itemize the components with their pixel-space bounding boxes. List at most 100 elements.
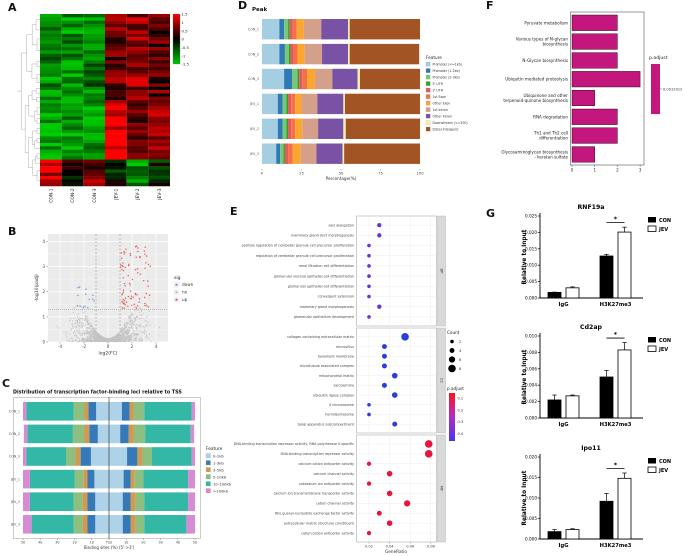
svg-text:0: 0: [107, 344, 110, 349]
svg-text:25: 25: [299, 171, 304, 176]
svg-text:1st Intron: 1st Intron: [433, 108, 448, 112]
significance-asterisk: *: [614, 461, 618, 469]
svg-text:50: 50: [339, 171, 344, 176]
tss-row-label: CON_1: [9, 410, 20, 414]
chip-chart-Ipo11: Ipo11 Relative to Input 0.000 0.005 0.010 0.0…: [522, 445, 671, 549]
svg-text:0: 0: [571, 168, 574, 173]
chip-ylabel: Relative to Input: [522, 470, 528, 525]
svg-text:0.02: 0.02: [365, 545, 373, 549]
go-dot: [401, 333, 409, 341]
go-term-label: Rho guanyl-nucleotide exchange factor ac…: [275, 511, 354, 515]
svg-text:0.020: 0.020: [525, 455, 537, 460]
svg-text:0.000: 0.000: [525, 537, 537, 542]
kegg-bar: [571, 89, 595, 106]
svg-text:2: 2: [459, 340, 461, 344]
tss-row-label: CON_2: [9, 432, 20, 436]
svg-text:0.06: 0.06: [406, 545, 415, 549]
svg-text:0.08: 0.08: [427, 545, 436, 549]
go-dot: [392, 421, 398, 427]
go-dot: [367, 284, 371, 289]
chip-group-label: H3K27me3: [600, 302, 632, 308]
go-term-label: mammary gland duct morphogenesis: [291, 234, 354, 238]
svg-text:0.006: 0.006: [525, 366, 537, 371]
go-term-label: collagen-containing extracellular matrix: [287, 335, 354, 339]
go-dot: [366, 461, 372, 466]
svg-text:0: 0: [261, 171, 264, 176]
svg-text:Other Intron: Other Intron: [433, 115, 452, 119]
svg-text:JEV: JEV: [658, 468, 668, 474]
svg-text:10: 10: [90, 541, 94, 545]
svg-text:up: up: [182, 297, 188, 302]
svg-text:1: 1: [42, 314, 45, 319]
svg-text:40: 40: [38, 541, 42, 545]
kegg-bar: [571, 71, 641, 88]
kegg-category-label: Ubiquinone and other: [524, 93, 569, 98]
kegg-category-label: terpenoid-quinone biosynthesis: [503, 98, 568, 103]
colorbar-tick: 0: [182, 37, 185, 42]
tss-xlabel: Binding sites (%) (5'->3'): [84, 545, 135, 550]
go-term-label: basement membrane: [318, 354, 354, 358]
chip-bar-JEV: [565, 395, 580, 419]
chip-bar-CON: [547, 399, 562, 419]
kegg-category-label: Pyruvate metabolism: [524, 20, 568, 25]
peak-legend: Feature Promoter (<=1kb) Promoter (1-2kb) P…: [425, 55, 468, 132]
svg-text:sig: sig: [174, 275, 181, 281]
svg-text:0.000: 0.000: [525, 296, 537, 301]
svg-text:6: 6: [459, 358, 462, 362]
panel-label-c: C: [2, 377, 11, 390]
chip-bar-CON: [599, 255, 614, 299]
svg-text:0.002: 0.002: [525, 399, 537, 404]
svg-text:p.adjust: p.adjust: [649, 55, 668, 61]
go-term-label: sarcolemma: [333, 384, 354, 388]
go-term-label: DNA-binding transcription repressor acti…: [281, 452, 355, 456]
svg-text:CON: CON: [659, 459, 671, 465]
svg-text:100: 100: [416, 171, 424, 176]
go-dot: [424, 450, 433, 458]
significance-asterisk: *: [614, 331, 618, 339]
go-term-label: ubiquitin ligase complex: [313, 393, 354, 397]
chip-ylabel: Relative to Input: [522, 349, 528, 404]
kegg-category-label: - keratan sulfate: [534, 154, 568, 159]
svg-text:0.1: 0.1: [458, 397, 464, 401]
go-term-label: glomerular epithelial cell differentiati…: [288, 285, 354, 289]
go-dot: [381, 363, 387, 369]
svg-text:down: down: [182, 282, 194, 287]
panel-c-tss: Distribution of transcription factor-bin…: [9, 390, 232, 551]
kegg-bar: [571, 52, 618, 69]
kegg-category-label: N-Glycan biosynthesis: [522, 58, 568, 63]
peak-row-label: JEV_2: [249, 127, 259, 131]
go-facet-label: BP: [439, 269, 444, 275]
svg-text:0.4: 0.4: [458, 432, 464, 436]
heatmap-column-label: CON-2: [70, 188, 76, 202]
tss-title: Distribution of transcription factor-bin…: [13, 390, 182, 396]
svg-text:2: 2: [616, 168, 619, 173]
svg-text:4: 4: [459, 349, 462, 353]
chip-bar-JEV: [565, 529, 580, 540]
volcano-ylabel: -log10(padj): [34, 274, 40, 302]
go-dot: [386, 470, 393, 477]
chip-title: Cd2ap: [580, 324, 602, 331]
kegg-category-label: differentiation: [539, 136, 568, 141]
chip-bar-JEV: [617, 477, 632, 540]
go-term-label: renal filtration cell differentiation: [299, 264, 354, 268]
go-term-label: convergent extension: [318, 295, 354, 299]
tss-row-label: JEV_1: [10, 477, 20, 481]
chip-group-label: H3K27me3: [600, 543, 632, 549]
svg-text:0.010: 0.010: [525, 263, 537, 268]
peak-xlabel: Percentage(%): [326, 176, 357, 181]
go-dot: [424, 440, 433, 448]
panel-label-g: G: [486, 207, 496, 220]
kegg-category-label: Glycosaminoglycan biosynthesis: [501, 150, 568, 155]
go-term-label: X chromosome: [329, 403, 354, 407]
go-dot: [381, 382, 387, 388]
tss-row-label: JEV_2: [10, 500, 20, 504]
kegg-category-label: RNA degradation: [533, 114, 568, 119]
svg-text:0.04: 0.04: [386, 545, 395, 549]
svg-text:0.020: 0.020: [525, 230, 537, 235]
go-term-label: potassium ion antiporter activity: [299, 482, 354, 486]
go-term-label: calcium ion transmembrane transporter ac…: [274, 492, 354, 496]
chip-bar-CON: [547, 531, 562, 540]
svg-text:3: 3: [639, 168, 642, 173]
